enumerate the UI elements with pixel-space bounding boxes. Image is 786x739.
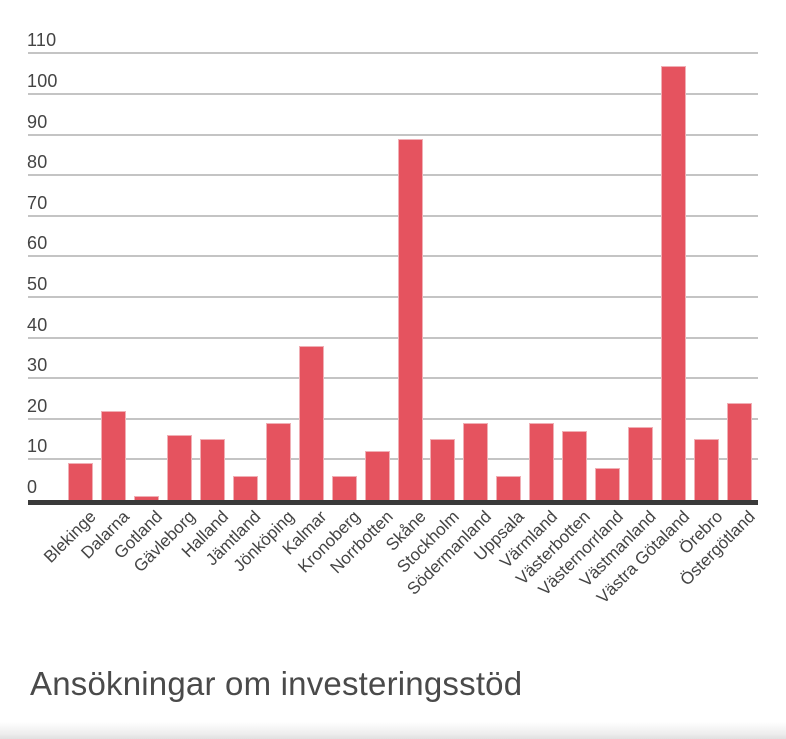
gridline-60 xyxy=(28,255,758,258)
y-axis-tick-label: 60 xyxy=(27,233,48,254)
y-axis-tick-label: 80 xyxy=(27,152,48,173)
bar-västra-götaland[interactable] xyxy=(661,65,687,500)
bar-kalmar[interactable] xyxy=(298,345,324,500)
bar-västernorrland[interactable] xyxy=(595,467,621,500)
chart-title: Ansökningar om investeringsstöd xyxy=(30,665,523,702)
gridline-100 xyxy=(28,93,758,95)
gridline-70 xyxy=(28,214,758,217)
bar-skåne[interactable] xyxy=(397,138,423,500)
bar-halland[interactable] xyxy=(199,439,225,500)
gridline-20 xyxy=(28,417,758,420)
bar-jönköping[interactable] xyxy=(265,422,291,500)
y-axis-tick-label: 10 xyxy=(27,436,48,457)
bar-värmland[interactable] xyxy=(529,422,555,500)
bar-stockholm[interactable] xyxy=(430,439,456,500)
bar-södermanland[interactable] xyxy=(463,422,489,500)
gridline-90 xyxy=(28,133,758,136)
bar-norrbotten[interactable] xyxy=(364,451,390,500)
y-axis-tick-label: 20 xyxy=(27,395,48,416)
y-axis-tick-label: 0 xyxy=(27,477,38,497)
bar-jämtland[interactable] xyxy=(232,475,258,500)
gridline-40 xyxy=(28,336,758,339)
bar-gävleborg[interactable] xyxy=(166,435,192,500)
x-axis-line xyxy=(28,500,758,505)
y-axis-tick-label: 50 xyxy=(27,274,48,294)
bar-gotland[interactable] xyxy=(133,495,159,500)
y-axis-tick-label: 90 xyxy=(27,111,48,132)
bar-uppsala[interactable] xyxy=(496,475,522,500)
gridline-110 xyxy=(28,52,758,55)
gridline-50 xyxy=(28,296,758,298)
y-axis-tick-label: 110 xyxy=(27,30,57,51)
gridline-30 xyxy=(28,377,758,380)
bar-östergötland[interactable] xyxy=(727,402,752,500)
y-axis-tick-label: 40 xyxy=(27,314,48,335)
y-axis-tick-label: 30 xyxy=(27,355,48,376)
bar-kronoberg[interactable] xyxy=(331,475,357,500)
bottom-edge-shadow xyxy=(0,722,786,739)
bar-dalarna[interactable] xyxy=(100,410,126,500)
bar-blekinge[interactable] xyxy=(68,463,93,500)
bar-västerbotten[interactable] xyxy=(562,430,588,500)
y-axis-tick-label: 70 xyxy=(27,192,48,213)
gridline-80 xyxy=(28,174,758,177)
bar-västmanland[interactable] xyxy=(628,426,654,500)
gridline-10 xyxy=(28,458,758,461)
bar-örebro[interactable] xyxy=(694,439,720,500)
y-axis-tick-label: 100 xyxy=(27,71,58,91)
